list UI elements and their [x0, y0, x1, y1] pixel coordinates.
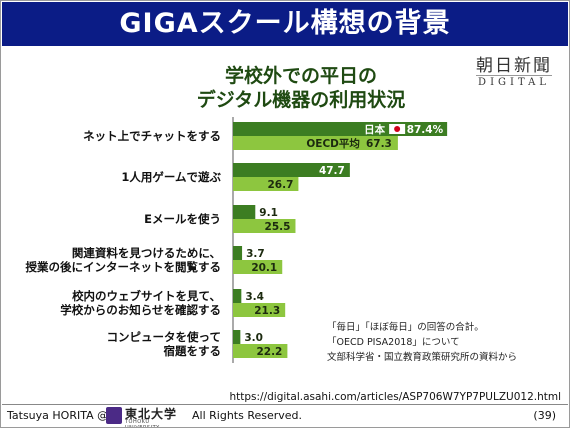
chart-title-line-1: 学校外での平日の [224, 65, 377, 87]
category-label: ネット上でチャットをする [83, 129, 221, 143]
bar-oecd [233, 303, 286, 317]
chart-title-line-2: デジタル機器の利用状況 [196, 89, 406, 111]
category-label: 関連資料を見つけるために、 [72, 246, 221, 260]
data-label-oecd: 21.3 [254, 305, 280, 317]
data-label-oecd: 25.5 [265, 221, 291, 233]
data-label-japan: 3.4 [245, 291, 264, 303]
university-logo-sub: TOHOKU UNIVERSITY [125, 419, 160, 428]
university-logo: 東北大学 TOHOKU UNIVERSITY [106, 406, 186, 428]
slide-title: GIGAスクール構想の背景 [119, 8, 451, 39]
category-label: 校内のウェブサイトを見て、 [72, 289, 221, 303]
data-label-oecd: 20.1 [251, 262, 277, 274]
chart-note-line: 文部科学省・国立教育政策研究所の資料から [327, 352, 518, 363]
data-label-oecd: 67.3 [366, 138, 392, 150]
category-label: コンピュータを使って [107, 330, 221, 344]
bar-oecd [233, 260, 283, 274]
bar-oecd [233, 136, 398, 150]
bar-japan [233, 205, 256, 219]
footer-author: Tatsuya HORITA @ [7, 409, 109, 422]
university-logo-text: 東北大学 [125, 407, 178, 421]
category-label: Eメールを使う [144, 212, 221, 226]
university-crest-icon [106, 407, 122, 424]
data-label-oecd: 22.2 [256, 346, 282, 358]
newspaper-sub: DIGITAL [478, 77, 550, 88]
category-label: 宿題をする [164, 344, 222, 358]
legend-label-oecd: OECD平均 [306, 137, 360, 150]
newspaper-logo-rule [476, 75, 552, 76]
data-label-japan: 87.4% [407, 124, 444, 136]
bar-japan [233, 163, 350, 177]
data-label-japan: 3.0 [244, 332, 263, 344]
data-label-japan: 3.7 [246, 248, 265, 260]
data-label-oecd: 26.7 [267, 179, 293, 191]
bar-japan [233, 289, 242, 303]
bar-oecd [233, 344, 288, 358]
bar-japan [233, 330, 241, 344]
bar-oecd [233, 177, 299, 191]
category-label: 授業の後にインターネットを閲覧する [26, 260, 222, 274]
bar-japan [233, 246, 243, 260]
footer-rights: All Rights Reserved. [192, 409, 303, 422]
category-label: 1人用ゲームで遊ぶ [121, 170, 221, 184]
newspaper-logo: 朝日新聞 DIGITAL [464, 51, 564, 99]
chart-note-line: 「OECD PISA2018」について [327, 337, 460, 348]
chart-note: 「毎日」「ほぼ毎日」の回答の合計。 「OECD PISA2018」について 文部… [327, 320, 567, 365]
source-url[interactable]: https://digital.asahi.com/articles/ASP70… [229, 391, 561, 403]
footer: Tatsuya HORITA @ 東北大学 TOHOKU UNIVERSITY … [2, 404, 568, 427]
page-number: (39) [533, 409, 556, 422]
category-label: 学校からのお知らせを確認する [60, 303, 221, 317]
data-label-japan: 9.1 [259, 207, 278, 219]
title-bar: GIGAスクール構想の背景 [2, 2, 568, 46]
legend-label-japan: 日本 [364, 123, 385, 136]
bar-oecd [233, 219, 296, 233]
data-label-japan: 47.7 [319, 165, 345, 177]
flag-icon-dot [394, 126, 401, 132]
chart-note-line: 「毎日」「ほぼ毎日」の回答の合計。 [327, 322, 484, 333]
newspaper-name: 朝日新聞 [476, 56, 552, 76]
